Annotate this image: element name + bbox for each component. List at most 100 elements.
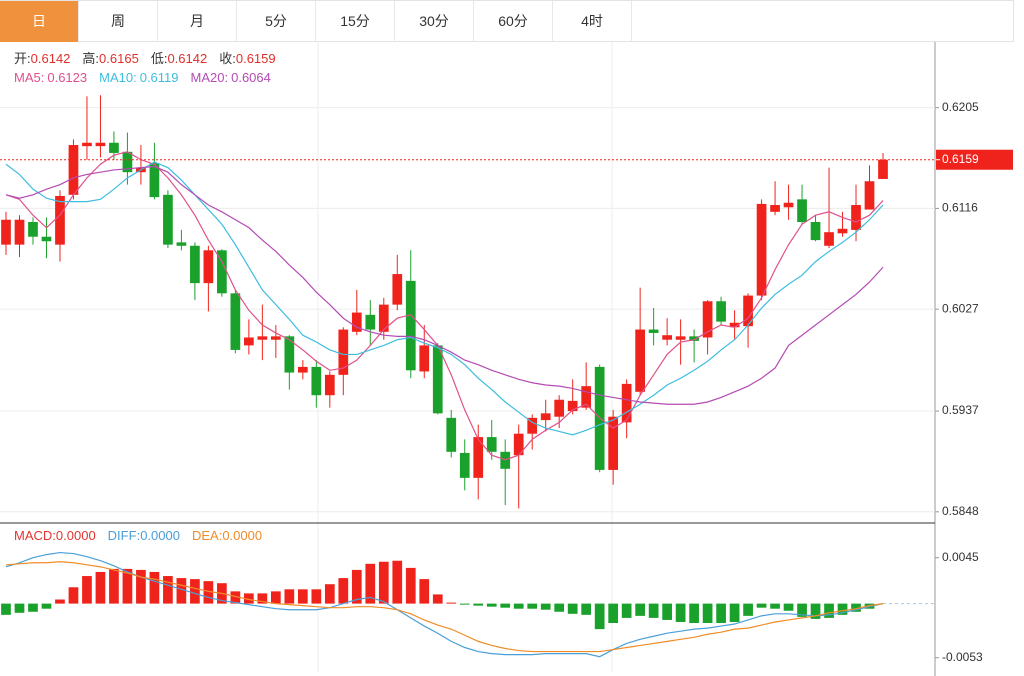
- legend-text: 0.6159: [235, 51, 276, 66]
- macd-bar: [635, 603, 645, 616]
- macd-bar: [675, 603, 686, 622]
- y-tick-label: 0.6116: [942, 201, 978, 215]
- candle-body: [783, 202, 794, 208]
- candle-body: [392, 274, 403, 305]
- candle-body: [82, 142, 92, 147]
- candle-body: [513, 433, 524, 456]
- macd-bar: [311, 589, 322, 604]
- legend-item: MA20: 0.6064: [191, 70, 271, 85]
- macd-bar: [109, 568, 119, 604]
- tab[interactable]: 4时: [553, 1, 632, 42]
- legend-text: 0.6123: [47, 70, 88, 85]
- legend-item: DEA:0.0000: [192, 528, 262, 543]
- legend-text: MACD: [14, 528, 53, 543]
- legend-text: 0.0000: [222, 528, 263, 543]
- macd-bar: [716, 603, 726, 623]
- candle-body: [365, 314, 376, 330]
- candle-body: [122, 151, 133, 173]
- tab[interactable]: 30分: [395, 1, 474, 42]
- candle-body: [1, 219, 11, 245]
- macd-bar: [1, 603, 11, 615]
- legend-text: 0.6119: [139, 70, 179, 85]
- tab[interactable]: 周: [79, 1, 158, 42]
- candle-body: [190, 245, 200, 284]
- tab[interactable]: 月: [158, 1, 237, 42]
- tab[interactable]: 15分: [316, 1, 395, 42]
- macd-bar: [365, 563, 376, 604]
- macd-bar: [41, 603, 52, 609]
- candle-body: [244, 337, 254, 346]
- macd-bar: [257, 593, 268, 604]
- macd-bar: [55, 599, 65, 604]
- macd-bar: [338, 578, 349, 604]
- macd-bar: [797, 603, 807, 617]
- candle-body: [486, 437, 497, 452]
- candle-body: [176, 242, 187, 246]
- candle-body: [581, 386, 592, 408]
- legend-text: 收: [219, 51, 233, 66]
- candle-body: [689, 336, 699, 341]
- legend-item: 低:0.6142: [151, 51, 207, 66]
- tab[interactable]: 60分: [474, 1, 553, 42]
- tab[interactable]: 5分: [237, 1, 316, 42]
- ohlc-row: 开:0.6142 高:0.6165 低:0.6142 收:0.6159: [14, 48, 288, 70]
- candle-body: [149, 163, 160, 198]
- macd-bar: [405, 567, 416, 604]
- macd-bar: [230, 591, 241, 604]
- legend-text: 低: [150, 51, 164, 66]
- candle-body: [163, 194, 173, 245]
- macd-bar: [14, 603, 25, 613]
- candle-body: [770, 205, 780, 212]
- last-price-label: 0.6159: [942, 152, 979, 166]
- macd-bar: [378, 561, 389, 604]
- legend-text: :: [52, 528, 56, 543]
- candle-body: [527, 417, 538, 434]
- macd-bar: [554, 603, 565, 612]
- legend-text: MA20: [190, 70, 225, 85]
- legend-text: 0.0000: [140, 528, 180, 543]
- macd-bar: [432, 594, 443, 604]
- y-tick-label: 0.6027: [942, 301, 979, 315]
- y-tick-label: -0.0053: [942, 650, 983, 664]
- candle-body: [702, 301, 713, 338]
- candle-body: [14, 219, 25, 245]
- macd-bar: [95, 571, 106, 604]
- legend-text: :: [163, 51, 168, 66]
- macd-bar: [513, 603, 524, 609]
- legend-text: :: [218, 528, 223, 543]
- legend-text: DEA: [191, 528, 219, 543]
- macd-line: [5, 551, 884, 658]
- candle-body: [446, 417, 457, 452]
- macd-bar: [743, 603, 753, 616]
- candle-body: [837, 228, 848, 234]
- macd-bar: [486, 603, 497, 607]
- candle-body: [810, 222, 821, 241]
- macd-bar: [729, 603, 740, 622]
- candle-body: [68, 145, 79, 195]
- candle-body: [621, 383, 632, 423]
- legend-text: 0.6064: [231, 70, 271, 85]
- candle-body: [567, 400, 578, 412]
- candle-body: [230, 293, 241, 350]
- candle-body: [338, 329, 349, 375]
- macd-bar: [783, 603, 794, 611]
- macd-bar: [351, 569, 362, 604]
- tab[interactable]: 日: [0, 1, 79, 42]
- candle-body: [432, 345, 443, 414]
- candle-body: [729, 322, 740, 328]
- legend-item: 开:0.6142: [14, 51, 70, 66]
- legend-item: MA10: 0.6119: [99, 70, 178, 85]
- y-tick-label: 0.5937: [942, 403, 979, 417]
- candle-body: [217, 250, 227, 294]
- legend-text: :: [95, 51, 100, 66]
- legend-text: :: [133, 70, 137, 85]
- macd-bar: [284, 589, 295, 604]
- macd-bar: [324, 584, 335, 604]
- macd-bar: [28, 603, 38, 612]
- macd-bar: [446, 602, 457, 604]
- macd-bar: [851, 603, 861, 612]
- candle-body: [635, 329, 645, 392]
- macd-bar: [244, 593, 254, 604]
- macd-bar: [662, 603, 672, 620]
